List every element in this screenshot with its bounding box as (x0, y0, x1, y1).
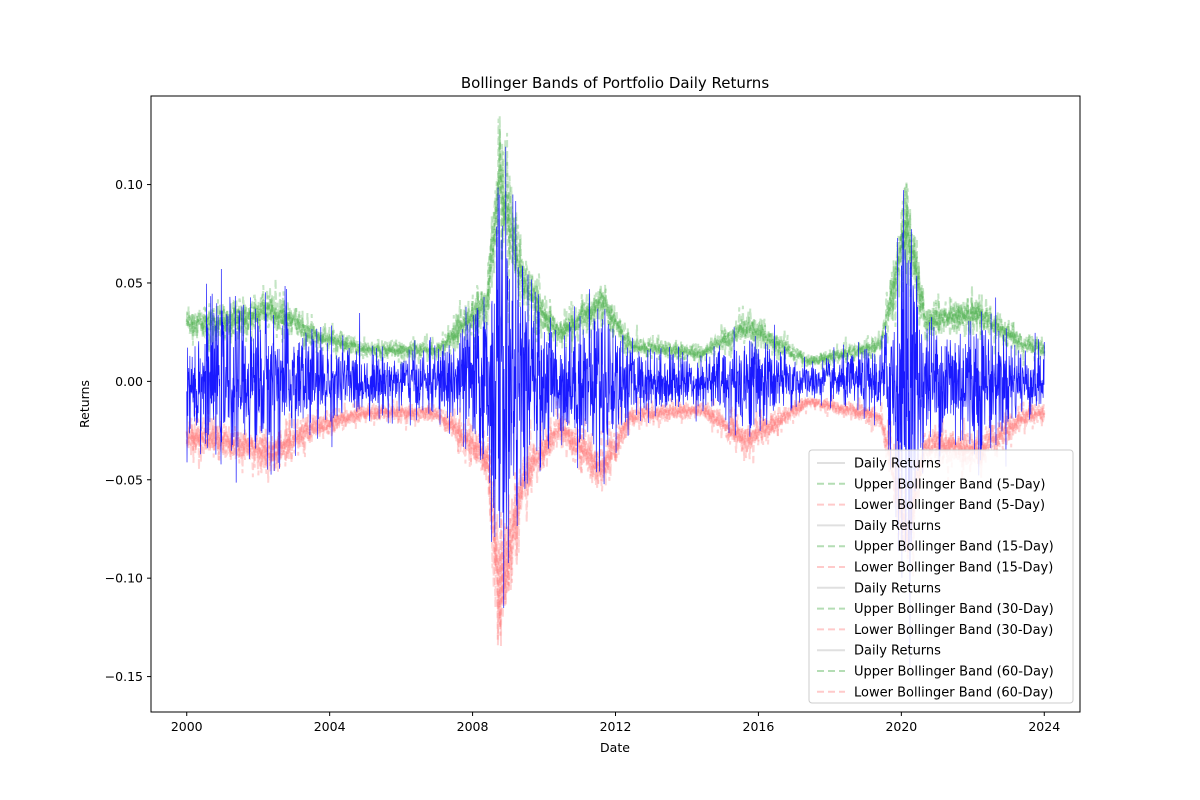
x-tick-label: 2016 (743, 719, 775, 734)
chart-title: Bollinger Bands of Portfolio Daily Retur… (461, 74, 769, 92)
legend-box (808, 449, 1074, 704)
x-tick-label: 2024 (1028, 719, 1060, 734)
y-axis-label: Returns (77, 380, 92, 428)
daily-returns-line (186, 146, 1045, 668)
legend-entry: Upper Bollinger Band (30-Day) (854, 602, 1054, 617)
x-tick-label: 2004 (314, 719, 346, 734)
legend-entry: Lower Bollinger Band (60-Day) (854, 685, 1053, 700)
axes: 2000 2004 2008 2012 2016 2020 2024 0.10 0.05 0.00… (105, 95, 1081, 734)
legend-entry: Daily Returns (854, 457, 941, 472)
y-tick-label: −0.10 (105, 571, 143, 586)
y-tick-label: 0.05 (115, 275, 143, 290)
legend-entry: Daily Returns (854, 519, 941, 534)
legend-entry: Lower Bollinger Band (30-Day) (854, 623, 1053, 638)
legend-entry: Upper Bollinger Band (60-Day) (854, 665, 1054, 680)
legend-entry: Upper Bollinger Band (5-Day) (854, 477, 1045, 492)
upper-band-60-day (185, 168, 1046, 366)
x-tick-label: 2012 (600, 719, 632, 734)
legend-entry: Lower Bollinger Band (15-Day) (854, 561, 1053, 576)
y-tick-label: −0.05 (105, 472, 143, 487)
legend: Daily Returns Upper Bollinger Band (5-Day… (808, 449, 1074, 704)
legend-entry: Daily Returns (854, 644, 941, 659)
x-axis-label: Date (600, 740, 630, 755)
x-tick-label: 2020 (885, 719, 917, 734)
x-tick-label: 2008 (457, 719, 489, 734)
legend-entry: Daily Returns (854, 581, 941, 596)
x-tick-label: 2000 (171, 719, 203, 734)
upper-band-5-day (185, 116, 1046, 377)
upper-band-15-day (186, 140, 1046, 368)
upper-band-30-day (185, 129, 1046, 371)
legend-entry: Upper Bollinger Band (15-Day) (854, 540, 1054, 555)
legend-entry: Lower Bollinger Band (5-Day) (854, 498, 1045, 513)
y-tick-label: −0.15 (105, 669, 143, 684)
y-tick-label: 0.10 (115, 177, 143, 192)
y-tick-label: 0.00 (115, 374, 143, 389)
